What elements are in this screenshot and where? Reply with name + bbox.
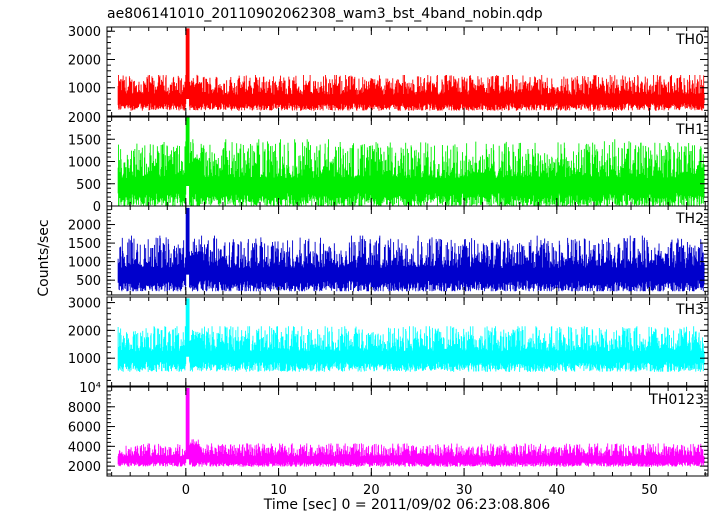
panel-th2: 500 1000 1500 2000 TH2 [68, 205, 709, 296]
y-tick-label: 2000 [68, 111, 101, 126]
series-line-th2 [117, 207, 705, 292]
y-tick-label: 1000 [68, 256, 101, 271]
panel-frame [106, 26, 709, 117]
series-line-th0 [117, 28, 705, 111]
x-tick-label: 30 [456, 483, 473, 498]
y-tick-label: 2000 [68, 460, 101, 475]
panel-label: TH2 [675, 211, 704, 227]
y-tick-label: 500 [76, 274, 101, 289]
panel-th0: 1000 2000 3000 TH0 [68, 25, 709, 117]
y-tick-label: 8000 [68, 401, 101, 416]
x-tick-label: 50 [641, 483, 658, 498]
y-tick-label: 10⁴ [79, 381, 101, 396]
y-tick-label: 6000 [68, 421, 101, 436]
panel-label: TH0 [675, 32, 704, 48]
x-axis-label: Time [sec] 0 = 2011/09/02 06:23:08.806 [263, 497, 551, 513]
y-tick-label: 1500 [68, 133, 101, 148]
x-tick-label: 10 [270, 483, 287, 498]
x-tick-label: 40 [549, 483, 566, 498]
series-line-th0123 [117, 387, 705, 467]
panel-th1: 0 500 1000 1500 2000 TH1 [68, 111, 709, 215]
y-tick-label: 1000 [68, 82, 101, 97]
panel-label: TH0123 [648, 392, 704, 408]
y-tick-label: 1500 [68, 237, 101, 252]
y-tick-label: 3000 [68, 25, 101, 40]
y-tick-label: 4000 [68, 440, 101, 455]
x-tick-label: 20 [363, 483, 380, 498]
y-tick-label: 2000 [68, 53, 101, 68]
x-tick-label: 0 [182, 483, 190, 498]
panel-th0123: 2000 4000 6000 8000 10⁴ TH0123 [68, 381, 709, 477]
y-tick-label: 0 [93, 200, 101, 215]
panel-label: TH3 [675, 302, 704, 318]
chart-title: ae806141010_20110902062308_wam3_bst_4ban… [107, 6, 543, 22]
y-axis-label: Counts/sec [36, 219, 52, 296]
y-tick-label: 3000 [68, 297, 101, 312]
series-line-th1 [117, 117, 705, 206]
panel-frame [106, 386, 709, 477]
y-tick-label: 500 [76, 178, 101, 193]
series-line-th3 [117, 298, 705, 372]
panel-th3: 1000 2000 3000 TH3 [68, 296, 709, 387]
y-tick-label: 1000 [68, 352, 101, 367]
y-tick-label: 2000 [68, 219, 101, 234]
y-tick-label: 2000 [68, 324, 101, 339]
y-tick-label: 1000 [68, 156, 101, 171]
panel-label: TH1 [675, 122, 704, 138]
